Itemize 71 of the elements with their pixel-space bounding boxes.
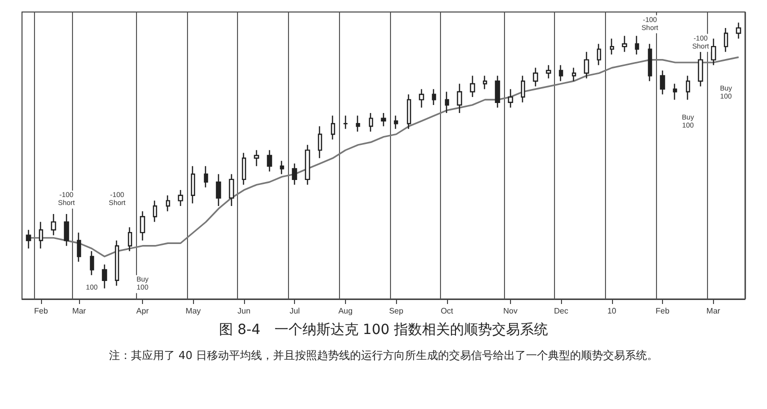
candlestick [622,35,628,52]
candlestick [292,162,298,186]
x-tick-label: Dec [554,306,568,316]
candlestick [380,112,386,127]
candlestick [584,51,590,80]
candlestick [166,194,170,212]
candlestick [204,166,208,188]
candlestick [64,213,70,246]
candlestick [356,115,360,132]
candlestick [140,210,146,242]
x-tick-label: Apr [136,306,150,316]
candlestick [254,150,260,167]
x-tick-label: May [186,306,201,316]
text: 图 8-4 一个纳斯达克 100 指数相关的顺势交易系统 [219,322,548,338]
candlestick [128,226,132,252]
candlestick [546,64,552,80]
candlestick [558,64,564,82]
candlestick [242,152,246,186]
x-tick-label: 10 [607,306,617,316]
x-tick-label: Feb [656,306,670,316]
candlestick [482,75,488,90]
candlestick [494,75,500,108]
candlestick [216,174,222,207]
x-tick-label: Sep [389,306,404,316]
candlestick [572,67,576,82]
candlestick [330,115,336,140]
candlestick [304,144,310,186]
candlestick [90,250,94,276]
candlestick [102,264,108,289]
candlestick [228,174,234,207]
candlestick [418,88,424,108]
x-tick-label: Aug [338,306,353,316]
x-tick-label: Mar [706,306,721,316]
candlestick [190,166,196,204]
candlestick [610,38,614,56]
candlestick [596,43,602,66]
candlestick [394,115,398,130]
x-tick-label: Jun [238,306,250,316]
text: 注：其应用了 40 日移动平均线，并且按照趋势线的运行方向所生成的交易信号给出了一个典型的顺势交易系统。 [109,349,658,362]
candlestick [456,83,462,114]
candlestick [432,88,436,106]
candlestick [76,232,82,262]
candlestick [672,83,678,100]
candlestick [38,221,44,250]
candlestick [736,22,742,40]
candlestick [266,150,272,172]
candlestick [26,229,32,250]
candlestick [318,126,322,159]
candlestick [470,75,476,98]
candlestick [368,112,374,132]
candlestick [50,213,56,236]
candlestick [280,160,284,175]
x-tick-label: Nov [503,306,518,316]
candlestick [634,35,640,56]
candlestick [724,27,728,52]
candlestick [152,200,158,223]
candlestick [444,91,450,114]
candlestick [520,75,526,103]
candlestick [406,94,412,130]
x-tick-label: Mar [72,306,86,316]
x-tick-label: Oct [440,306,454,316]
candlestick [508,88,514,108]
candlestick [648,43,652,82]
candlestick [686,75,690,100]
x-tick-label: Feb [34,306,48,316]
candlestick [178,189,184,207]
x-tick-label: Jul [290,306,300,316]
candlestick [114,240,120,286]
candlestick [342,115,348,130]
candlestick [532,67,538,88]
candlestick [660,70,666,95]
